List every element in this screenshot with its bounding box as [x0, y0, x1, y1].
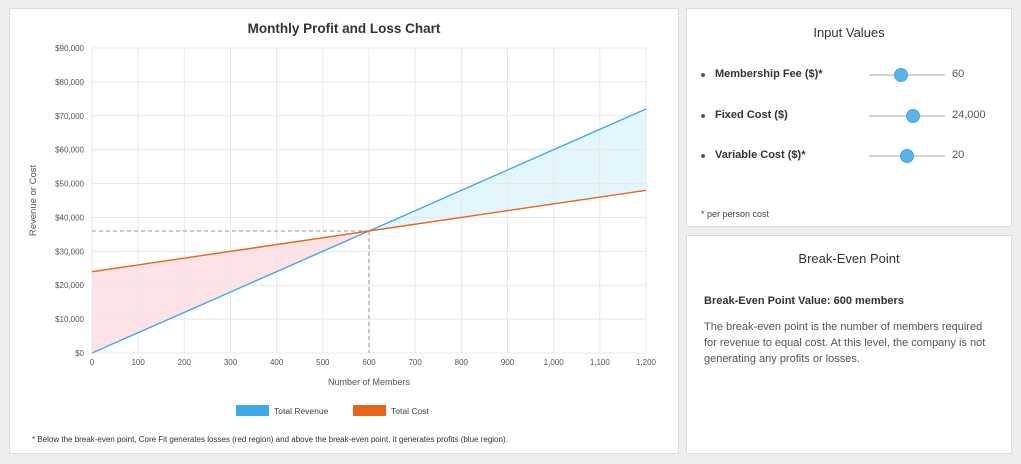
legend-swatch-total-cost [353, 405, 386, 416]
fixed-cost-row: Fixed Cost ($) 24,000 [701, 106, 1001, 126]
break-even-title: Break-Even Point [798, 251, 900, 266]
fixed-cost-value: 24,000 [952, 109, 986, 121]
y-tick-label: $80,000 [55, 78, 84, 87]
x-tick-label: 100 [131, 358, 145, 367]
chart-title: Monthly Profit and Loss Chart [247, 21, 441, 36]
fixed-cost-label: Fixed Cost ($) [715, 109, 788, 121]
y-tick-label: $60,000 [55, 146, 84, 155]
chart-footnote: * Below the break-even point, Core Fit g… [32, 435, 508, 444]
y-tick-label: $40,000 [55, 213, 84, 222]
fixed-cost-slider-handle[interactable] [906, 109, 921, 123]
x-axis-label: Number of Members [328, 377, 411, 387]
x-tick-label: 300 [224, 358, 238, 367]
legend-label-total-revenue: Total Revenue [274, 406, 329, 416]
y-tick-label: $20,000 [55, 281, 84, 290]
input-values-panel: Input Values Membership Fee ($)* 60 Fixe… [686, 8, 1012, 227]
chart-panel: Monthly Profit and Loss Chart 0 100 200 300… [9, 8, 679, 454]
x-tick-label: 1,100 [590, 358, 611, 367]
break-even-value-label: Break-Even Point Value: [704, 295, 834, 307]
y-tick-label: $30,000 [55, 247, 84, 256]
x-tick-label: 600 [362, 358, 376, 367]
x-tick-label: 200 [178, 358, 192, 367]
break-even-value: 600 members [833, 295, 904, 307]
bullet-icon [701, 73, 705, 77]
membership-fee-label: Membership Fee ($)* [715, 68, 823, 80]
x-tick-label: 500 [316, 358, 330, 367]
variable-cost-slider-handle[interactable] [900, 149, 914, 163]
x-tick-label: 900 [501, 358, 515, 367]
y-tick-label: $90,000 [55, 44, 84, 53]
legend-label-total-cost: Total Cost [391, 406, 429, 416]
bullet-icon [701, 114, 705, 118]
legend-swatch-total-revenue [236, 405, 269, 416]
membership-fee-slider-handle[interactable] [893, 68, 908, 82]
input-values-title: Input Values [813, 25, 885, 40]
variable-cost-row: Variable Cost ($)* 20 [701, 146, 1001, 166]
break-even-panel: Break-Even Point Break-Even Point Value:… [686, 235, 1012, 454]
membership-fee-row: Membership Fee ($)* 60 [701, 65, 1001, 85]
break-even-value-line: Break-Even Point Value: 600 members [704, 295, 904, 307]
break-even-description: The break-even point is the number of me… [704, 321, 986, 365]
variable-cost-label: Variable Cost ($)* [715, 149, 806, 161]
bullet-icon [701, 154, 705, 158]
y-tick-label: $70,000 [55, 112, 84, 121]
x-tick-label: 1,200 [636, 358, 657, 367]
profit-loss-chart: 0 100 200 300 400 500 600 700 800 900 1,000 1,100 1,… [28, 44, 657, 444]
x-tick-label: 1,000 [544, 358, 565, 367]
x-tick-label: 800 [455, 358, 469, 367]
x-tick-label: 400 [270, 358, 284, 367]
y-tick-label: $10,000 [55, 315, 84, 324]
y-tick-label: $50,000 [55, 180, 84, 189]
x-tick-label: 0 [90, 358, 95, 367]
total-cost-line [91, 189, 647, 273]
per-person-note: * per person cost [701, 209, 770, 219]
x-tick-label: 700 [408, 358, 422, 367]
variable-cost-value: 20 [952, 149, 965, 161]
y-tick-label: $0 [75, 349, 84, 358]
y-axis-label: Revenue or Cost [28, 165, 39, 237]
membership-fee-value: 60 [952, 68, 965, 80]
